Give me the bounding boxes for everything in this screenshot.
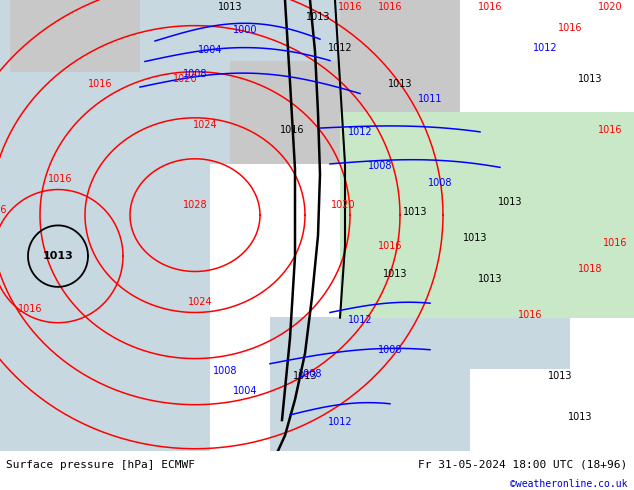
Text: Surface pressure [hPa] ECMWF: Surface pressure [hPa] ECMWF [6, 460, 195, 469]
Text: 1012: 1012 [328, 417, 353, 427]
Text: 1016: 1016 [48, 174, 72, 184]
Text: 1000: 1000 [233, 25, 257, 35]
Text: 1013: 1013 [306, 12, 330, 23]
FancyBboxPatch shape [269, 318, 470, 451]
Text: 1013: 1013 [463, 233, 488, 243]
Text: 1008: 1008 [428, 178, 452, 189]
Text: 1016: 1016 [378, 241, 402, 251]
FancyBboxPatch shape [340, 0, 460, 123]
Text: 1011: 1011 [418, 95, 443, 104]
Text: 1016: 1016 [603, 238, 627, 248]
Text: 1008: 1008 [213, 366, 237, 376]
Text: 1024: 1024 [188, 297, 212, 307]
Text: 1013: 1013 [293, 371, 317, 381]
Text: 1012: 1012 [347, 315, 372, 325]
Text: 1018: 1018 [578, 264, 602, 273]
Text: 1016: 1016 [87, 79, 112, 89]
Text: 1013: 1013 [568, 412, 592, 422]
Text: 1008: 1008 [183, 69, 207, 79]
Text: 1013: 1013 [42, 251, 74, 261]
Text: Fr 31-05-2024 18:00 UTC (18+96): Fr 31-05-2024 18:00 UTC (18+96) [418, 460, 628, 469]
Text: 1016: 1016 [518, 310, 542, 319]
FancyBboxPatch shape [340, 112, 634, 318]
Text: 1020: 1020 [331, 200, 355, 210]
Text: 1013: 1013 [498, 197, 522, 207]
Text: 1016: 1016 [280, 125, 304, 135]
Text: 1016: 1016 [478, 2, 502, 12]
Text: 1013: 1013 [478, 274, 502, 284]
FancyBboxPatch shape [210, 0, 340, 164]
Text: 1012: 1012 [533, 43, 557, 53]
Text: 1008: 1008 [298, 369, 322, 379]
Text: ©weatheronline.co.uk: ©weatheronline.co.uk [510, 479, 628, 489]
Text: 1013: 1013 [383, 269, 407, 279]
Text: 1016: 1016 [378, 2, 402, 12]
Text: 1016: 1016 [598, 125, 622, 135]
Text: 1013: 1013 [217, 2, 242, 12]
Text: 1004: 1004 [198, 45, 223, 55]
Text: 1020: 1020 [598, 2, 623, 12]
Text: 1004: 1004 [233, 387, 257, 396]
Text: 1008: 1008 [378, 345, 402, 355]
Text: 1013: 1013 [548, 371, 573, 381]
Text: 1012: 1012 [328, 43, 353, 53]
Text: 1008: 1008 [368, 161, 392, 171]
Text: 1028: 1028 [183, 200, 207, 210]
Text: 1024: 1024 [193, 120, 217, 130]
Text: 1016: 1016 [18, 304, 42, 315]
FancyBboxPatch shape [230, 61, 340, 164]
Text: 1016: 1016 [338, 2, 362, 12]
Text: 1020: 1020 [172, 74, 197, 84]
Text: 1016: 1016 [558, 23, 582, 33]
FancyBboxPatch shape [10, 0, 140, 72]
Text: 1013: 1013 [578, 74, 602, 84]
FancyBboxPatch shape [470, 307, 571, 369]
Text: 1016: 1016 [0, 205, 7, 215]
Text: 1013: 1013 [403, 207, 427, 217]
FancyBboxPatch shape [0, 0, 210, 451]
Text: 1013: 1013 [388, 79, 412, 89]
Text: 1012: 1012 [347, 127, 372, 137]
